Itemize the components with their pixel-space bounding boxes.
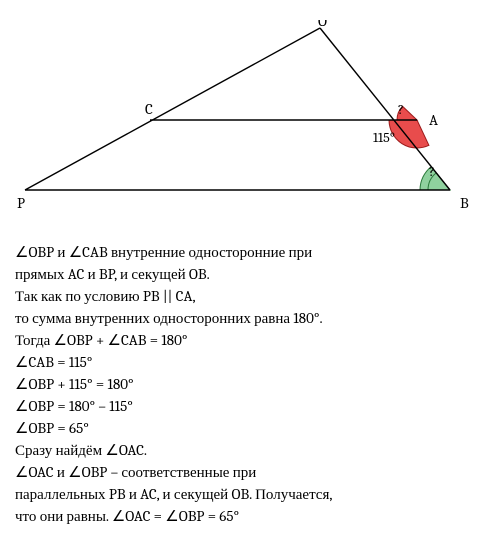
- solution-line: параллельных PB и AC, и секущей OB. Полу…: [15, 484, 485, 505]
- solution-line: что они равны. ∠OAC = ∠OBP = 65°: [15, 506, 485, 527]
- svg-text:?: ?: [398, 101, 404, 118]
- svg-text:115°: 115°: [373, 129, 395, 146]
- solution-line: Так как по условию PB || CA,: [15, 286, 485, 307]
- svg-text:C: C: [145, 100, 153, 118]
- solution-line: то сумма внутренних односторонних равна …: [15, 308, 485, 329]
- svg-text:B: B: [460, 194, 469, 212]
- svg-text:P: P: [17, 194, 25, 212]
- solution-line: ∠OBP и ∠CAB внутренние односторонние при: [15, 242, 485, 263]
- solution-line: Тогда ∠OBP + ∠CAB = 180°: [15, 330, 485, 351]
- svg-text:A: A: [429, 111, 438, 129]
- geometry-diagram: ?115°?OACPB: [15, 20, 485, 220]
- solution-line: ∠OBP = 65°: [15, 418, 485, 439]
- svg-text:?: ?: [429, 163, 435, 180]
- solution-line: ∠OBP + 115° = 180°: [15, 374, 485, 395]
- svg-text:O: O: [318, 20, 327, 30]
- solution-line: ∠CAB = 115°: [15, 352, 485, 373]
- solution-line: прямых AC и BP, и секущей OB.: [15, 264, 485, 285]
- solution-text: ∠OBP и ∠CAB внутренние односторонние при…: [15, 242, 485, 527]
- solution-line: ∠OAC и ∠OBP – соответственные при: [15, 462, 485, 483]
- solution-line: Сразу найдём ∠OAC.: [15, 440, 485, 461]
- solution-line: ∠OBP = 180° – 115°: [15, 396, 485, 417]
